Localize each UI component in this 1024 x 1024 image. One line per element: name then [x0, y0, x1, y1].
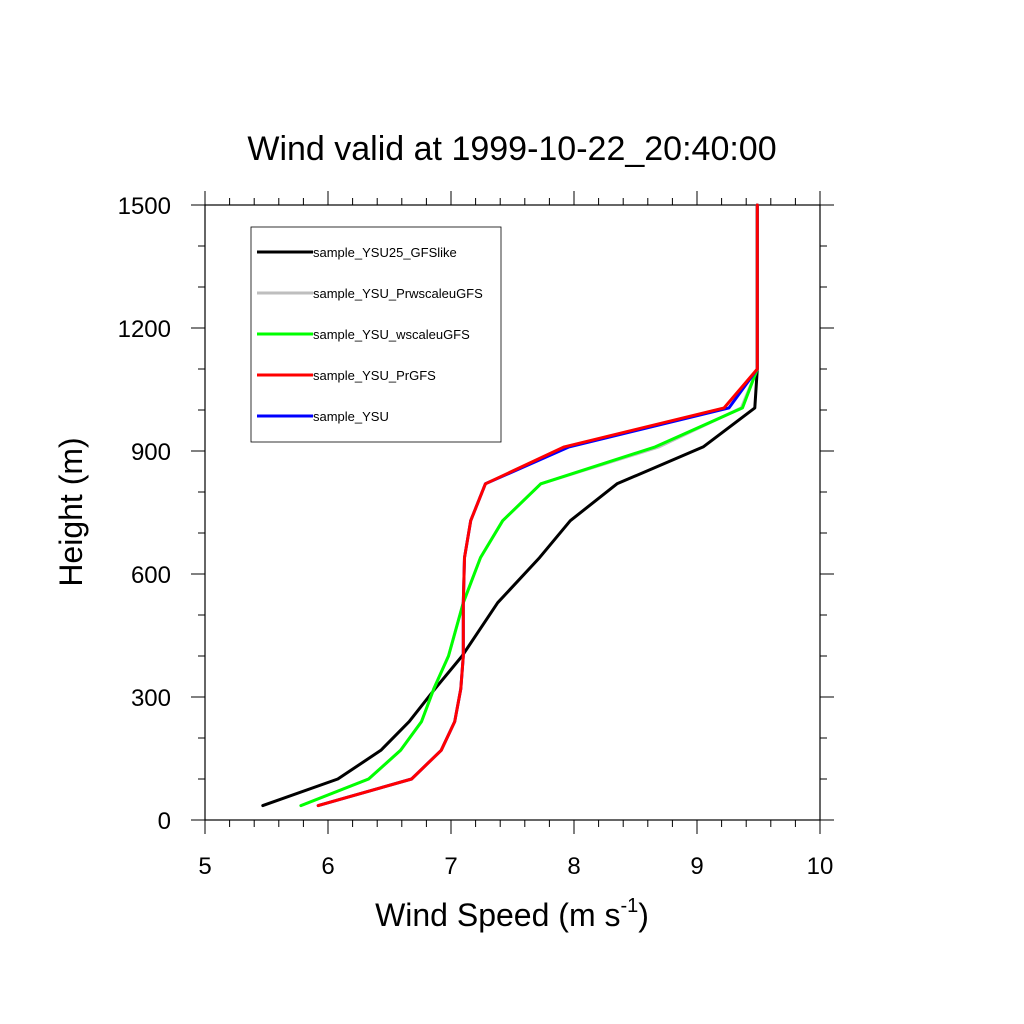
x-tick-label: 10 — [807, 853, 834, 880]
series-line-sample_YSU25_GFSlike — [261, 203, 759, 808]
x-axis-label-main: Wind Speed (m s — [375, 897, 620, 933]
series-line-sample_YSU_PrGFS — [316, 203, 759, 808]
y-tick-label: 1500 — [118, 193, 171, 220]
legend-entry: sample_YSU25_GFSlike — [313, 245, 457, 260]
y-tick-label: 300 — [131, 685, 171, 712]
x-tick-label: 5 — [198, 853, 211, 880]
legend: sample_YSU25_GFSlike sample_YSU_Prwscaleu… — [250, 226, 502, 443]
series-line-sample_YSU_wscaleuGFS — [299, 203, 759, 808]
y-tick-label: 1200 — [118, 316, 171, 343]
chart-title: Wind valid at 1999-10-22_20:40:00 — [247, 130, 776, 168]
y-tick-label: 900 — [131, 439, 171, 466]
tick-labels: 5 6 7 8 9 10 0 300 600 900 1200 1500 — [118, 193, 834, 880]
x-axis-label-superscript: -1 — [620, 895, 638, 917]
x-axis-label-suffix: ) — [638, 897, 649, 933]
y-tick-label: 0 — [158, 808, 171, 835]
x-tick-label: 6 — [321, 853, 334, 880]
x-axis-label: Wind Speed (m s-1) — [375, 895, 649, 933]
legend-entry: sample_YSU_PrGFS — [313, 368, 436, 383]
plot-border — [204, 204, 821, 821]
y-axis-label: Height (m) — [53, 437, 89, 586]
legend-entry: sample_YSU_wscaleuGFS — [313, 327, 470, 342]
plot-frame — [204, 204, 821, 821]
series-lines — [261, 203, 759, 808]
legend-entry: sample_YSU_PrwscaleuGFS — [313, 286, 483, 301]
x-tick-label: 8 — [567, 853, 580, 880]
legend-entry: sample_YSU — [313, 409, 389, 424]
x-tick-label: 7 — [444, 853, 457, 880]
axis-ticks — [191, 191, 834, 834]
x-tick-label: 9 — [690, 853, 703, 880]
y-tick-label: 600 — [131, 562, 171, 589]
